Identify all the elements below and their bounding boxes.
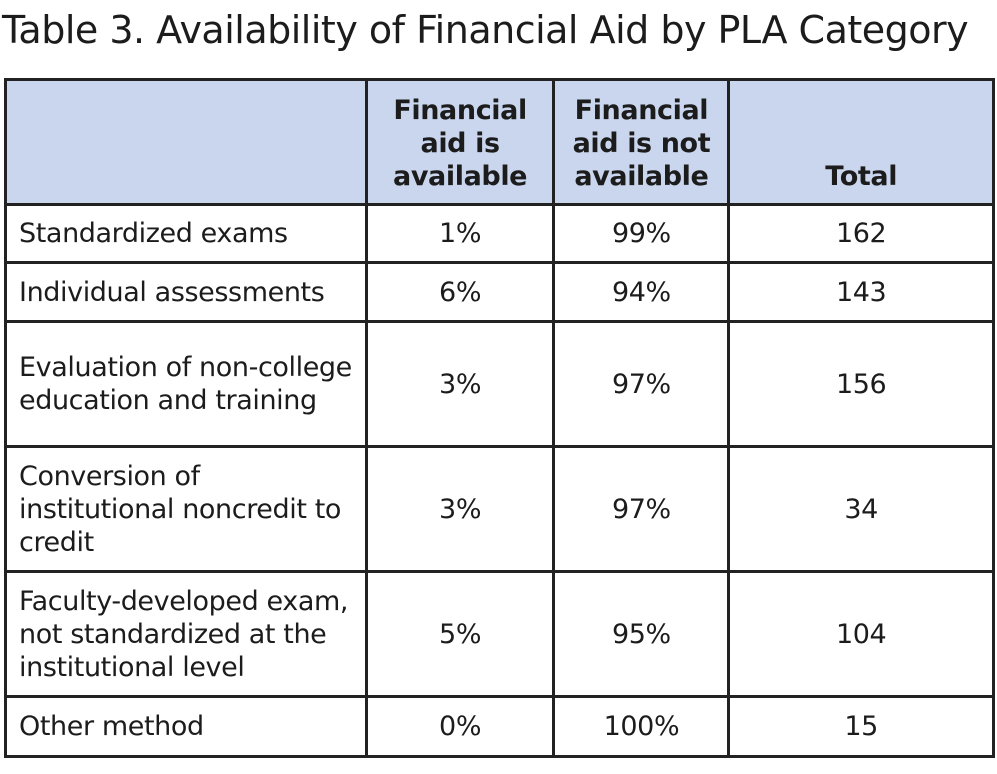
cell-available: 3% — [364, 320, 556, 448]
cell-available: 5% — [364, 570, 556, 698]
header-total: Total — [727, 78, 995, 206]
row-category: Faculty-developed exam, not standardized… — [4, 570, 368, 698]
cell-total: 34 — [727, 445, 995, 573]
cell-not-available: 94% — [552, 261, 731, 323]
cell-available: 0% — [364, 695, 556, 758]
row-category: Evaluation of non-college education and … — [4, 320, 368, 448]
table-row: Conversion of institutional noncredit to… — [4, 445, 995, 573]
header-row: Financial aid is available Financial aid… — [4, 78, 995, 206]
cell-total: 104 — [727, 570, 995, 698]
row-category: Individual assessments — [4, 261, 368, 323]
cell-total: 143 — [727, 261, 995, 323]
cell-not-available: 97% — [552, 445, 731, 573]
table-row: Individual assessments 6% 94% 143 — [4, 261, 995, 323]
financial-aid-table: Financial aid is available Financial aid… — [4, 78, 995, 758]
cell-not-available: 97% — [552, 320, 731, 448]
row-category: Conversion of institutional noncredit to… — [4, 445, 368, 573]
cell-total: 15 — [727, 695, 995, 758]
row-category: Other method — [4, 695, 368, 758]
table-row: Standardized exams 1% 99% 162 — [4, 203, 995, 264]
cell-total: 162 — [727, 203, 995, 264]
row-category: Standardized exams — [4, 203, 368, 264]
header-not-available: Financial aid is not available — [552, 78, 731, 206]
table-row: Faculty-developed exam, not standardized… — [4, 570, 995, 698]
cell-total: 156 — [727, 320, 995, 448]
cell-not-available: 100% — [552, 695, 731, 758]
cell-available: 1% — [364, 203, 556, 264]
table-title: Table 3. Availability of Financial Aid b… — [2, 8, 969, 52]
header-category — [4, 78, 368, 206]
cell-available: 3% — [364, 445, 556, 573]
cell-available: 6% — [364, 261, 556, 323]
table-row: Other method 0% 100% 15 — [4, 695, 995, 758]
table-row: Evaluation of non-college education and … — [4, 320, 995, 448]
header-available: Financial aid is available — [364, 78, 556, 206]
cell-not-available: 95% — [552, 570, 731, 698]
cell-not-available: 99% — [552, 203, 731, 264]
